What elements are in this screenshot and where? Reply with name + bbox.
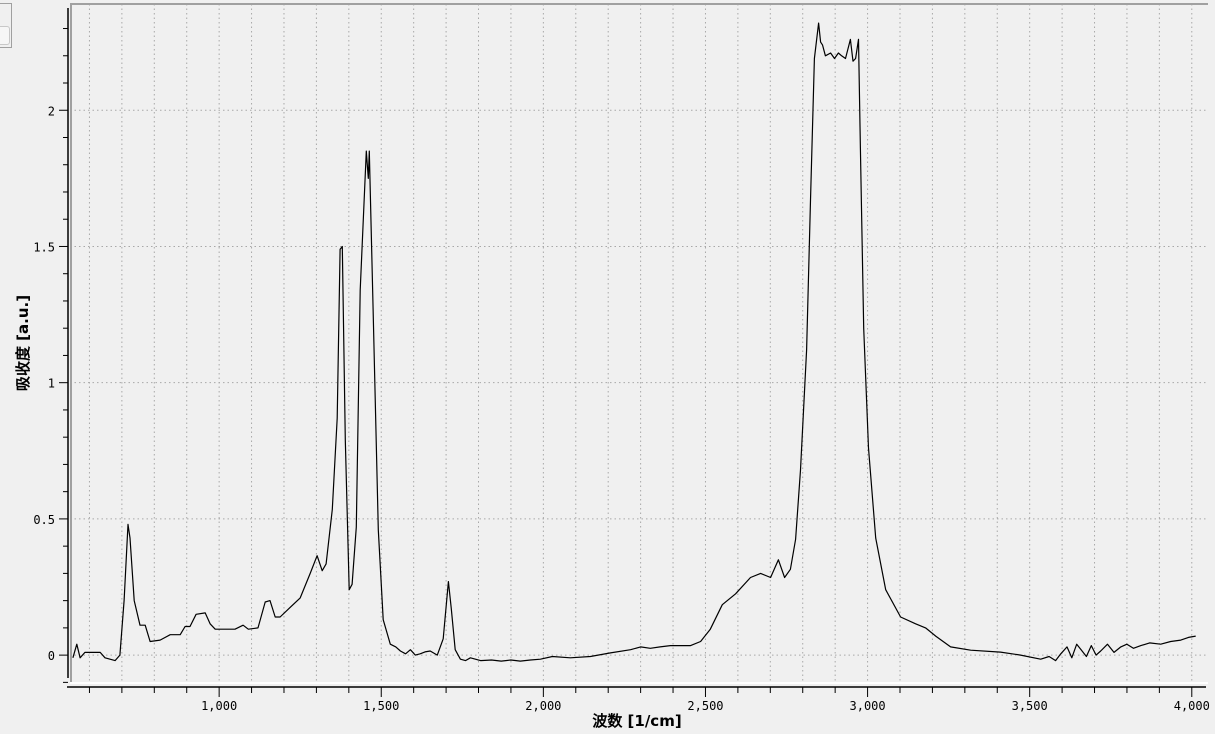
y-tick-label: 2 xyxy=(48,104,55,118)
x-tick-labels: 1,000 1,500 2,000 2,500 3,000 3,500 4,000 xyxy=(201,699,1210,713)
spectrum-line xyxy=(72,22,1196,662)
x-axis-title: 波数 [1/cm] xyxy=(592,712,681,730)
x-tick-label: 1,500 xyxy=(363,699,399,713)
y-tick-label: 0 xyxy=(48,649,55,663)
x-tick-label: 4,000 xyxy=(1174,699,1210,713)
grid-lines xyxy=(70,4,1208,684)
plot-area xyxy=(70,4,1208,684)
y-tick-labels: 0 0.5 1 1.5 2 xyxy=(33,104,55,663)
side-panel-button[interactable] xyxy=(0,26,10,45)
x-tick-label: 2,500 xyxy=(687,699,723,713)
x-tick-label: 3,500 xyxy=(1012,699,1048,713)
y-tick-label: 1 xyxy=(48,377,55,391)
x-tick-label: 2,000 xyxy=(525,699,561,713)
axis-ticks xyxy=(59,28,1193,697)
y-tick-label: 1.5 xyxy=(33,240,55,254)
y-tick-label: 0.5 xyxy=(33,513,55,527)
x-tick-label: 3,000 xyxy=(850,699,886,713)
y-axis-title: 吸收度 [a.u.] xyxy=(14,295,32,391)
x-tick-label: 1,000 xyxy=(201,699,237,713)
